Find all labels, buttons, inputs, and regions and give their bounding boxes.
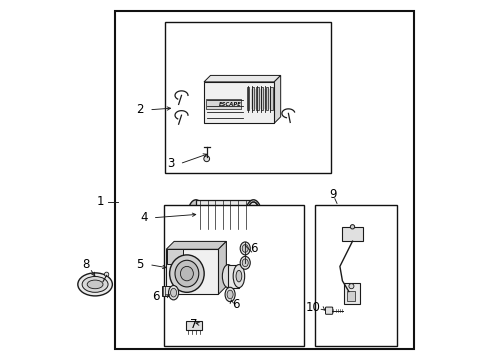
Circle shape (203, 156, 209, 162)
Bar (270, 87, 272, 110)
Text: 3: 3 (167, 157, 174, 170)
Text: 5: 5 (136, 258, 143, 271)
Ellipse shape (226, 290, 233, 299)
Circle shape (348, 284, 353, 289)
Ellipse shape (187, 200, 203, 229)
Bar (256, 87, 258, 110)
Bar (163, 205, 303, 346)
Bar (250, 89, 253, 109)
Bar (186, 321, 202, 330)
Ellipse shape (87, 280, 103, 289)
Circle shape (349, 225, 354, 229)
Text: 1: 1 (97, 195, 104, 208)
Ellipse shape (224, 287, 235, 302)
Polygon shape (166, 249, 218, 294)
Ellipse shape (180, 266, 193, 281)
Text: 6: 6 (152, 291, 160, 303)
Text: 9: 9 (328, 188, 336, 201)
Bar (343, 283, 359, 304)
Bar (246, 87, 249, 110)
Bar (115, 11, 413, 349)
Text: 7: 7 (190, 318, 198, 330)
Bar (264, 89, 266, 109)
Ellipse shape (175, 260, 199, 287)
Text: 6: 6 (231, 298, 239, 311)
Ellipse shape (233, 265, 244, 288)
Polygon shape (274, 76, 280, 123)
Ellipse shape (78, 273, 112, 296)
Bar (342, 227, 362, 241)
Bar (268, 89, 270, 109)
Bar (255, 89, 258, 109)
Ellipse shape (236, 270, 241, 282)
Text: ESCAPE: ESCAPE (218, 102, 241, 107)
Circle shape (104, 272, 108, 276)
FancyBboxPatch shape (325, 307, 332, 314)
Bar (246, 89, 249, 109)
Polygon shape (218, 241, 226, 294)
Text: 4: 4 (140, 211, 147, 224)
Ellipse shape (242, 244, 248, 252)
Ellipse shape (168, 285, 178, 300)
Bar (346, 291, 354, 301)
Bar (228, 265, 239, 288)
Bar (261, 87, 263, 110)
Text: 8: 8 (82, 258, 90, 271)
Ellipse shape (82, 276, 108, 292)
Bar (265, 87, 267, 110)
Bar (205, 99, 241, 109)
Bar (251, 87, 253, 110)
Text: 6: 6 (249, 242, 257, 255)
Ellipse shape (222, 265, 233, 288)
Bar (196, 200, 253, 229)
Bar (165, 22, 330, 173)
Bar (167, 249, 183, 264)
Text: 2: 2 (136, 103, 143, 116)
Bar (314, 205, 397, 346)
Text: 10: 10 (305, 301, 320, 314)
Polygon shape (166, 241, 226, 249)
Ellipse shape (242, 259, 248, 267)
Bar (162, 286, 175, 296)
Ellipse shape (240, 242, 250, 255)
Ellipse shape (170, 288, 176, 297)
Polygon shape (203, 82, 274, 123)
Polygon shape (203, 76, 280, 82)
Ellipse shape (245, 200, 261, 229)
Polygon shape (174, 241, 226, 287)
Ellipse shape (169, 255, 204, 292)
Bar (259, 89, 262, 109)
Ellipse shape (240, 256, 250, 269)
